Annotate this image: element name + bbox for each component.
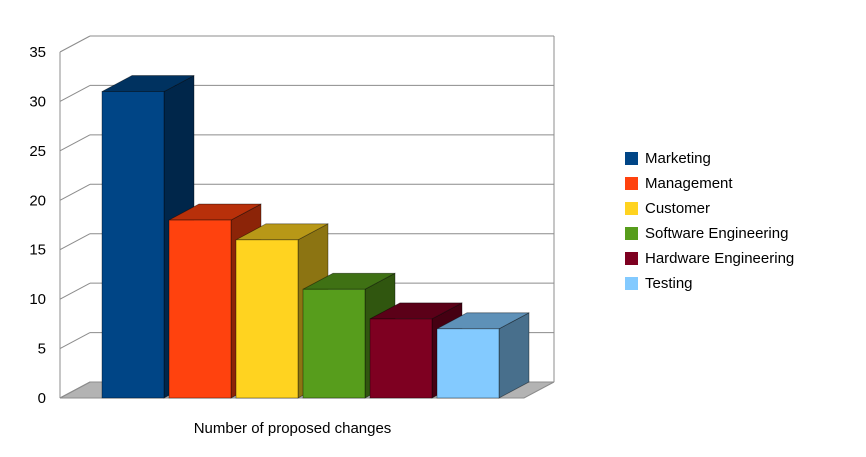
y-tick-label: 35 [29,44,46,61]
gridline-connector [59,134,91,152]
y-tick-label: 25 [29,143,46,160]
bar-hardware-engineering [369,318,433,399]
y-tick-label: 0 [38,390,46,407]
bar-marketing [101,91,165,399]
legend-label: Testing [645,275,693,292]
bar-customer [235,239,299,399]
gridline-connector [59,381,91,399]
legend-swatch [625,252,638,265]
bar-testing [436,328,500,399]
legend-item: Management [625,175,794,192]
gridline-connector [59,84,91,102]
gridline-connector [59,332,91,350]
y-tick-label: 30 [29,93,46,110]
legend-label: Management [645,175,733,192]
legend-label: Marketing [645,150,711,167]
legend-swatch [625,177,638,190]
legend-swatch [625,277,638,290]
legend-item: Testing [625,275,794,292]
legend-label: Customer [645,200,711,217]
x-axis-title: Number of proposed changes [193,420,392,437]
gridline-connector [59,233,91,251]
gridline-connector [59,183,91,201]
y-tick-label: 10 [29,291,46,308]
bar-management [168,219,232,399]
legend-item: Marketing [625,150,794,167]
legend-label: Hardware Engineering [645,250,795,267]
gridline-connector [59,35,91,53]
gridline-connector [59,282,91,300]
legend-item: Customer [625,200,794,217]
legend-swatch [625,152,638,165]
legend-item: Software Engineering [625,225,794,242]
chart-legend: Marketing Management Customer Software Engi… [625,150,794,292]
legend-swatch [625,202,638,215]
y-tick-label: 15 [29,242,46,259]
bar-software-engineering [302,288,366,399]
y-tick-label: 20 [29,192,46,209]
y-tick-label: 5 [38,341,46,358]
legend-swatch [625,227,638,240]
legend-item: Hardware Engineering [625,250,794,267]
legend-label: Software Engineering [645,225,789,242]
